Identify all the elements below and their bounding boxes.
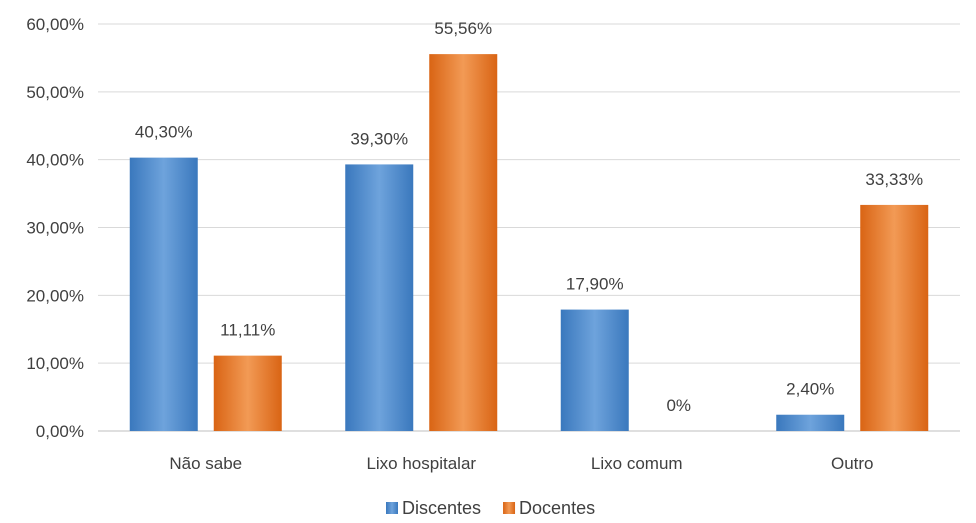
bar-docentes-4 <box>860 204 929 431</box>
data-label-discentes-1: 40,30% <box>135 123 193 142</box>
legend: Discentes Docentes <box>386 498 595 518</box>
bar-discentes-3 <box>560 309 629 431</box>
legend-swatch-docentes <box>503 502 516 514</box>
x-axis: Não sabe Lixo hospitalar Lixo comum Outro <box>169 454 873 473</box>
data-label-discentes-2: 39,30% <box>350 129 408 148</box>
x-category-label: Lixo hospitalar <box>366 454 476 473</box>
data-label-discentes-3: 17,90% <box>566 275 624 294</box>
data-label-docentes-2: 55,56% <box>434 19 492 38</box>
y-tick-label: 20,00% <box>26 286 84 305</box>
legend-swatch-discentes <box>386 502 398 514</box>
legend-label-discentes: Discentes <box>402 498 481 518</box>
y-tick-label: 0,00% <box>36 422 84 441</box>
y-tick-label: 30,00% <box>26 219 84 238</box>
bar-docentes-1 <box>213 355 282 431</box>
bar-discentes-2 <box>345 164 414 432</box>
data-labels: 40,30% 11,11% 39,30% 55,56% 17,90% 0% 2,40% 33,… <box>135 19 923 415</box>
x-category-label: Não sabe <box>169 454 242 473</box>
data-label-discentes-4: 2,40% <box>786 380 834 399</box>
data-label-docentes-4: 33,33% <box>865 170 923 189</box>
data-label-docentes-3: 0% <box>666 396 691 415</box>
bar-docentes-2 <box>429 54 498 431</box>
bar-discentes-1 <box>129 157 198 432</box>
y-tick-label: 50,00% <box>26 83 84 102</box>
x-category-label: Lixo comum <box>591 454 683 473</box>
y-tick-label: 40,00% <box>26 151 84 170</box>
y-tick-label: 10,00% <box>26 354 84 373</box>
y-tick-label: 60,00% <box>26 15 84 34</box>
bar-discentes-4 <box>776 414 845 431</box>
x-category-label: Outro <box>831 454 874 473</box>
data-label-docentes-1: 11,11% <box>220 321 275 340</box>
y-axis: 0,00% 10,00% 20,00% 30,00% 40,00% 50,00% 60,00… <box>26 15 84 441</box>
legend-label-docentes: Docentes <box>519 498 595 518</box>
bars <box>129 54 929 432</box>
